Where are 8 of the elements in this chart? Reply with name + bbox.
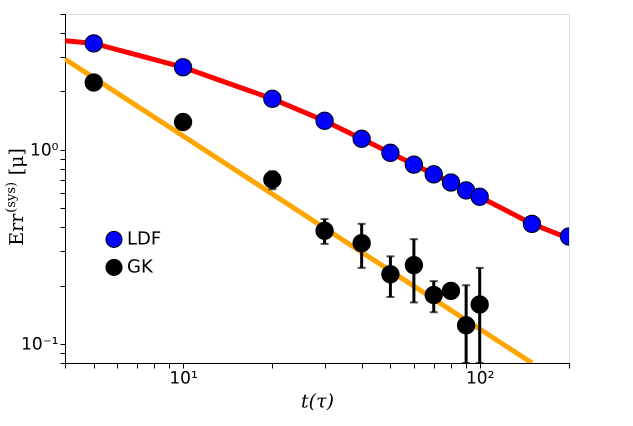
y-tick-label: 10⁻¹: [21, 334, 58, 355]
y-axis-title: Err(sys) [μ]: [4, 148, 28, 246]
x-tick-label: 10²: [466, 368, 494, 388]
y-tick-label: 10⁰: [30, 140, 59, 160]
x-tick-label: 10¹: [169, 368, 198, 388]
legend-label: LDF: [127, 228, 162, 250]
x-axis-title: t(τ): [301, 390, 334, 412]
legend-label: GK: [127, 256, 154, 278]
